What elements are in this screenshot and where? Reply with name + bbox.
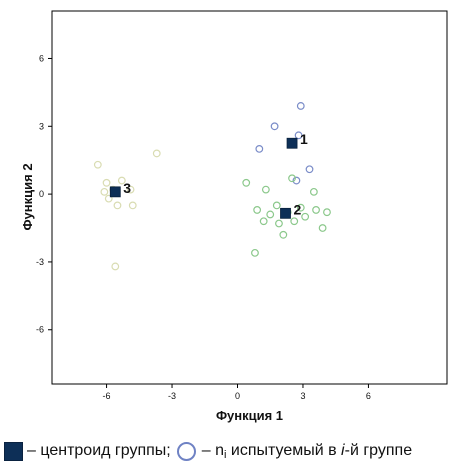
centroid-legend-text: – центроид группы; [27,442,171,459]
x-tick-label: 0 [235,391,240,401]
y-tick-label: 3 [39,121,44,131]
x-tick-label: 3 [300,391,305,401]
y-tick-label: 0 [39,189,44,199]
group-2-point [279,230,288,239]
group-2-point [290,217,299,226]
group-3-point [104,194,113,203]
group-3-point [111,262,120,271]
group-3-point [117,176,126,185]
member-legend-suffix: -й группе [344,441,413,459]
group-2-point [253,206,262,214]
group-2-point [296,203,305,212]
group-3-point [102,178,111,187]
group-2-point [318,224,327,232]
centroid-legend-square-icon [4,441,23,461]
group-2-point [309,187,318,196]
discriminant-scatter-chart: -6 -3 0 3 6 6 3 0 -3 -6 1 2 3 Функция 1 Функция 2 [20,10,448,423]
group-2-point [288,174,296,183]
y-tick-label: 6 [39,53,44,63]
group-3-point [93,160,102,169]
group-2-point [323,208,331,217]
group-3-point [126,185,135,194]
centroid-1-label: 1 [300,131,308,147]
group-2-point [312,206,320,214]
plot-area [51,10,448,385]
member-legend-mid: испытуемый в [226,441,342,459]
group-3-point [100,187,109,196]
y-tick-label: -6 [36,325,44,335]
member-legend-subscript: i [223,448,227,461]
centroid-2-marker [280,207,291,219]
centroid-3-label: 3 [123,180,131,196]
member-legend-text: – ni испытуемый в i-й группе [202,442,412,461]
member-legend-italic: i [341,441,345,459]
group-2-point [251,248,259,257]
group-2-point [301,212,310,221]
x-axis-label: Функция 1 [216,408,283,423]
group-1-point [292,176,301,185]
group-1-point [296,102,305,110]
group-2-point [272,201,281,210]
centroid-2-label: 2 [294,201,302,217]
group-3-point [152,149,161,158]
group-1-point [305,165,314,174]
group-2-point [261,185,270,194]
group-1-point [270,122,279,131]
group-2-point [259,217,268,226]
x-tick-label: -3 [168,391,176,401]
group-2-point [266,210,275,219]
group-1-point [294,131,303,140]
member-legend-circle-icon [176,441,196,461]
group-2-point [242,178,251,187]
x-tick-label: 6 [366,391,371,401]
x-tick-label: -6 [103,391,111,401]
member-legend-prefix: – n [201,441,224,459]
group-1-point [255,144,264,153]
group-3-point [113,201,122,210]
group-3-point [128,201,137,210]
centroid-3-marker [109,186,121,198]
group-2-point [275,219,283,228]
y-axis-label: Функция 2 [20,163,35,230]
y-tick-label: -3 [36,257,44,267]
legend: – центроид группы; – ni испытуемый в i-й… [4,440,412,462]
centroid-1-marker [286,137,298,149]
